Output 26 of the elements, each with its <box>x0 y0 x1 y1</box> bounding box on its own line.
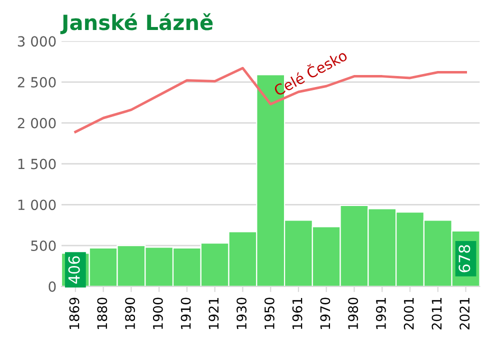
y-tick-label: 1 500 <box>18 158 56 170</box>
data-label: 678 <box>458 245 470 272</box>
x-tick-label: 1930 <box>236 298 247 329</box>
x-tick-label: 1900 <box>152 298 163 329</box>
x-tick-label: 1980 <box>348 298 358 329</box>
x-tick-label: 1961 <box>292 298 302 329</box>
y-tick-label: 2 000 <box>18 118 56 128</box>
y-tick-label: 500 <box>31 240 56 252</box>
y-tick-label: 0 <box>48 281 56 292</box>
x-tick-label: 1970 <box>320 298 330 329</box>
x-tick-label: 1890 <box>125 298 136 329</box>
chart-title: Janské Lázně <box>60 13 213 34</box>
x-tick-label: 1991 <box>376 298 386 329</box>
y-tick-label: 3 000 <box>18 36 56 47</box>
x-tick-label: 1869 <box>69 298 80 329</box>
x-tick-label: 1880 <box>97 298 108 329</box>
x-tick-label: 2011 <box>432 298 442 330</box>
y-tick-label: 2 500 <box>18 77 56 88</box>
x-tick-label: 1910 <box>180 298 191 329</box>
y-tick-label: 1 000 <box>18 200 56 210</box>
x-tick-label: 2001 <box>404 298 414 330</box>
data-label: 406 <box>68 256 80 284</box>
x-tick-label: 1950 <box>264 298 274 329</box>
x-tick-label: 1921 <box>208 298 219 329</box>
text: Celé Česko <box>272 47 348 96</box>
x-tick-label: 2021 <box>460 298 470 330</box>
